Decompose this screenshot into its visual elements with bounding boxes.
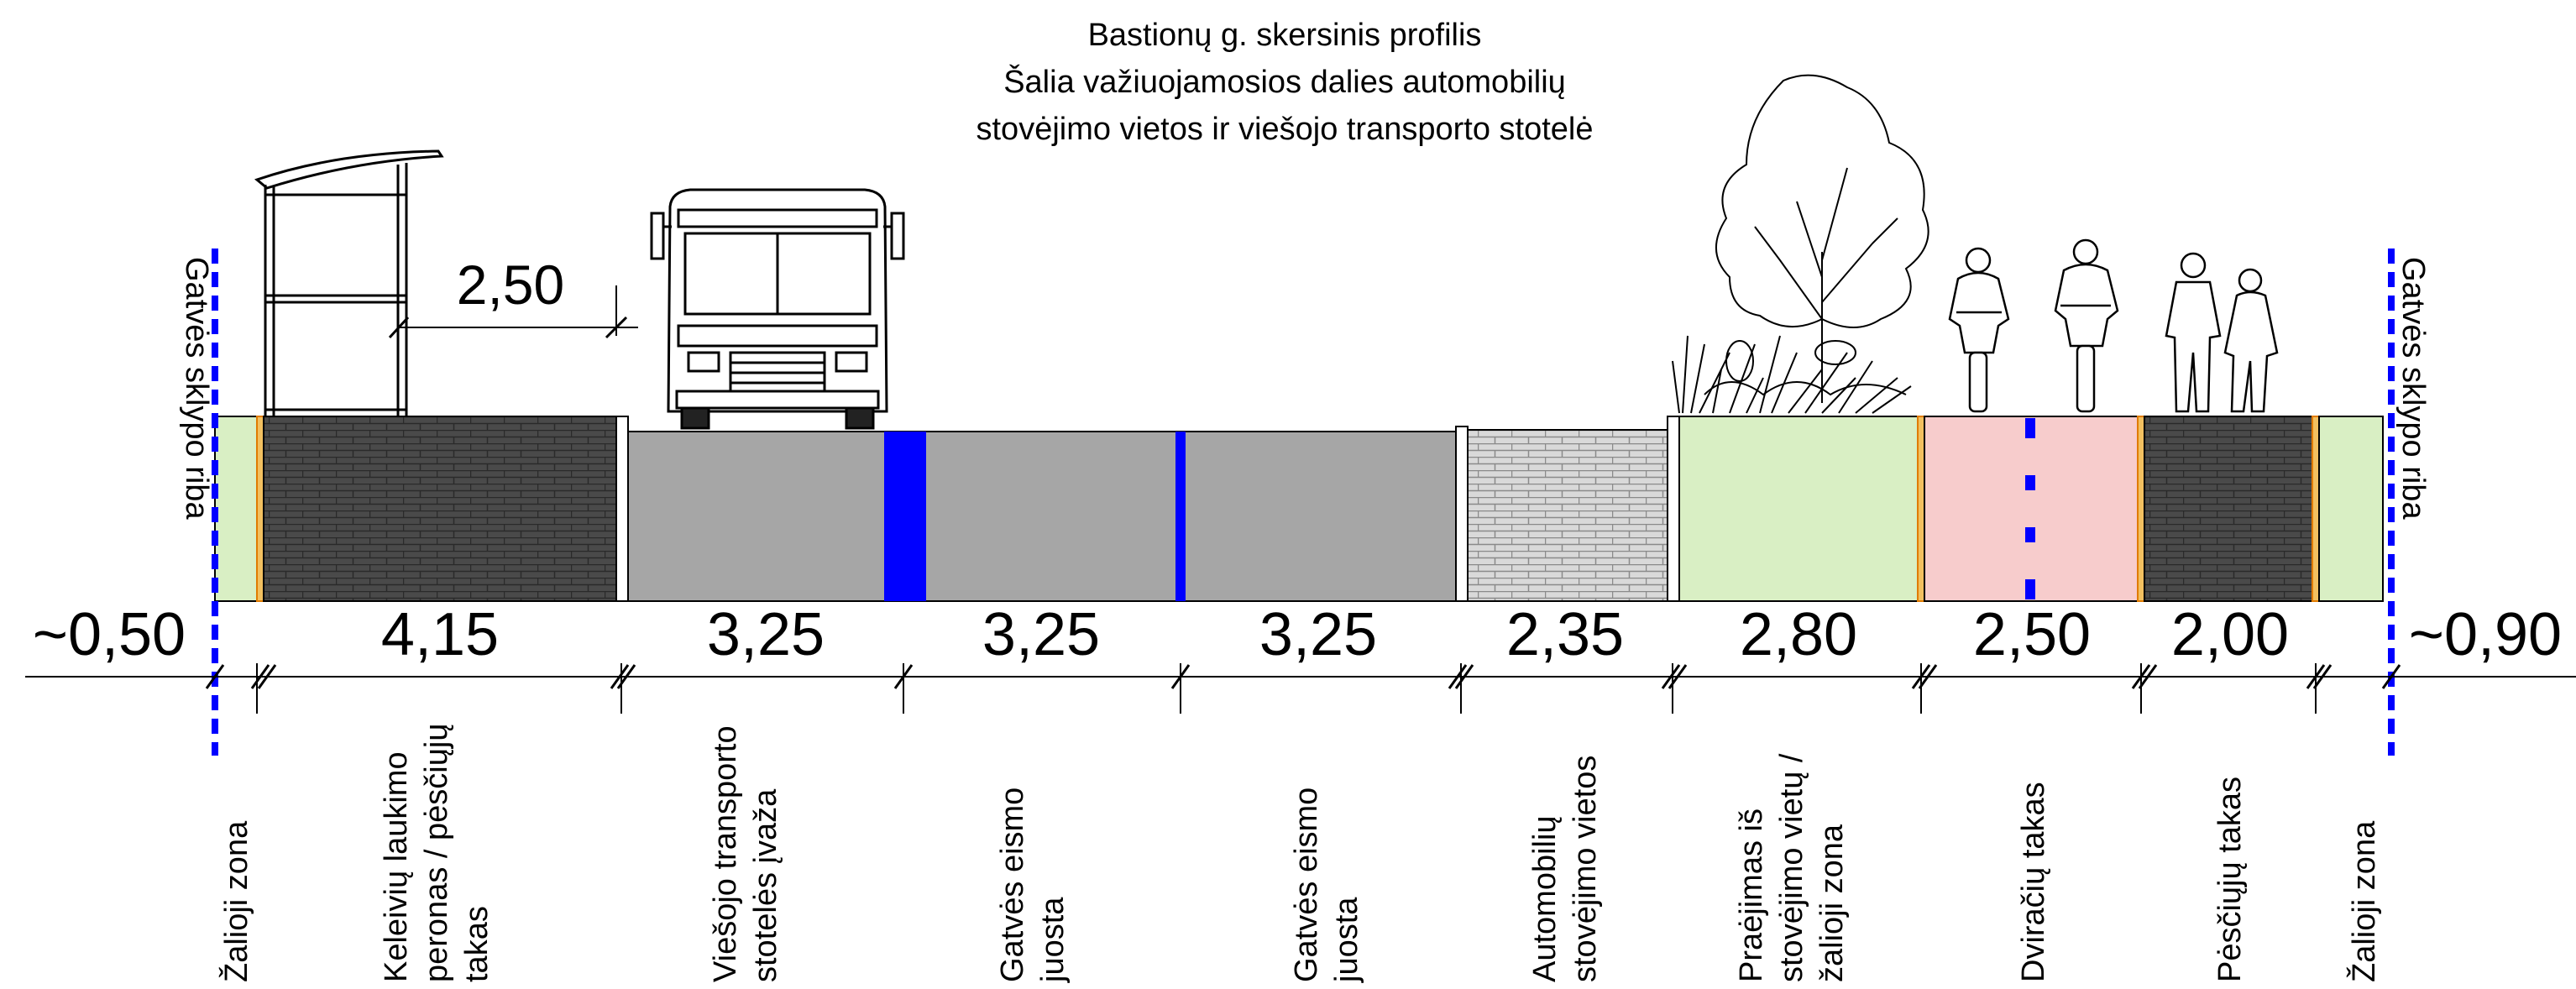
edge-label-right: Žalioji zona (2346, 820, 2382, 982)
tree-icon (1715, 74, 1929, 403)
segment-label-line: stovėjimo vietos (1568, 756, 1603, 982)
dimension-ticks (205, 663, 2401, 714)
surfaces (214, 416, 2384, 602)
parking-surface (1467, 429, 1668, 602)
pedestrian-icon-1 (2165, 252, 2222, 413)
boundary-label-right: Gatvės sklypo riba (2395, 257, 2431, 520)
segment-label-line: stovėjimo vietų / (1774, 753, 1809, 982)
segment-width-pesciuju: 2,00 (2171, 601, 2289, 668)
green-zone-left (214, 416, 259, 602)
lane-marking (1175, 432, 1186, 601)
segment-label-line: juosta (1035, 897, 1071, 983)
segment-label-praejimas: Praėjimas iš stovėjimo vietų / žalioji z… (1734, 753, 1850, 982)
edge-label-left: Žalioji zona (218, 820, 254, 982)
shelter-dimension (388, 285, 638, 339)
edge-dimension-right: ~0,90 (2409, 601, 2562, 668)
curb-right-orange (2312, 416, 2320, 602)
shelter-dimension-text: 2,50 (457, 254, 564, 316)
title-block: Bastionų g. skersinis profilis Šalia važ… (840, 12, 1730, 153)
bike-lane-centerline (2025, 418, 2035, 599)
sidewalk-surface (2144, 416, 2313, 602)
segment-label-line: Gatvės eismo (995, 788, 1030, 982)
segment-label-line: Automobilių (1527, 815, 1563, 982)
segment-label-ivaza: Viešojo transporto stotelės įvaža (708, 725, 783, 982)
segment-label-line: Keleivių laukimo (379, 751, 414, 982)
bus-icon (650, 188, 905, 430)
segment-label-pesciuju: Pėsčiųjų takas (2212, 777, 2248, 982)
segment-width-parking: 2,35 (1506, 601, 1624, 668)
segment-label-line: juosta (1329, 897, 1364, 983)
shrubs-icon (1672, 335, 1912, 414)
segment-label-line: peronas / pėsčiųjų (419, 724, 454, 982)
segment-label-line: Pėsčiųjų takas (2212, 777, 2248, 982)
segment-label-line: stotelės įvaža (748, 788, 783, 982)
segment-width-juosta1: 3,25 (982, 601, 1100, 668)
bus-bay-marking (884, 432, 926, 601)
segment-width-ivaza: 3,25 (707, 601, 825, 668)
segment-label-line: Dviračių takas (2016, 782, 2051, 982)
segment-width-juosta2: 3,25 (1259, 601, 1377, 668)
edge-dimension-left: ~0,50 (33, 601, 186, 668)
curb-bike-left (1917, 416, 1925, 602)
segment-label-line: Praėjimas iš (1734, 808, 1769, 982)
cyclist-icon-2 (2054, 238, 2119, 413)
curb-parking-left (1455, 426, 1469, 602)
bus-shelter-icon (254, 149, 444, 416)
title-line-3: stovėjimo vietos ir viešojo transporto s… (976, 112, 1594, 147)
curb-bike-right (2137, 416, 2145, 602)
bike-lane-surface (1924, 416, 2139, 602)
segment-label-juosta2: Gatvės eismo juosta (1289, 788, 1364, 983)
segment-label-line: žalioji zona (1814, 824, 1850, 982)
segment-label-dviraciu: Dviračių takas (2016, 782, 2051, 982)
green-passage-surface (1678, 416, 1919, 602)
title-line-2: Šalia važiuojamosios dalies automobilių (1003, 65, 1566, 100)
curb-left-orange (256, 416, 264, 602)
segment-label-line: Viešojo transporto (708, 725, 743, 982)
curb-parking-right (1667, 416, 1680, 602)
passenger-platform-surface (263, 416, 617, 602)
curb-platform (615, 416, 629, 602)
segment-label-keleiviu: Keleivių laukimo peronas / pėsčiųjų taka… (379, 724, 495, 982)
green-zone-right (2318, 416, 2384, 602)
pedestrian-icon-2 (2223, 268, 2279, 413)
segment-label-line: Gatvės eismo (1289, 788, 1324, 982)
cyclist-icon-1 (1948, 247, 2010, 413)
segment-width-dviraciu: 2,50 (1973, 601, 2091, 668)
segment-label-juosta1: Gatvės eismo juosta (995, 788, 1071, 983)
segment-width-praejimas: 2,80 (1740, 601, 1857, 668)
asphalt-carriageway (627, 431, 1457, 602)
segment-width-keleiviu: 4,15 (381, 601, 499, 668)
title-line-1: Bastionų g. skersinis profilis (1087, 18, 1482, 53)
boundary-label-left: Gatvės sklypo riba (179, 257, 214, 520)
segment-label-parking: Automobilių stovėjimo vietos (1527, 756, 1603, 982)
segment-label-line: takas (459, 906, 495, 982)
